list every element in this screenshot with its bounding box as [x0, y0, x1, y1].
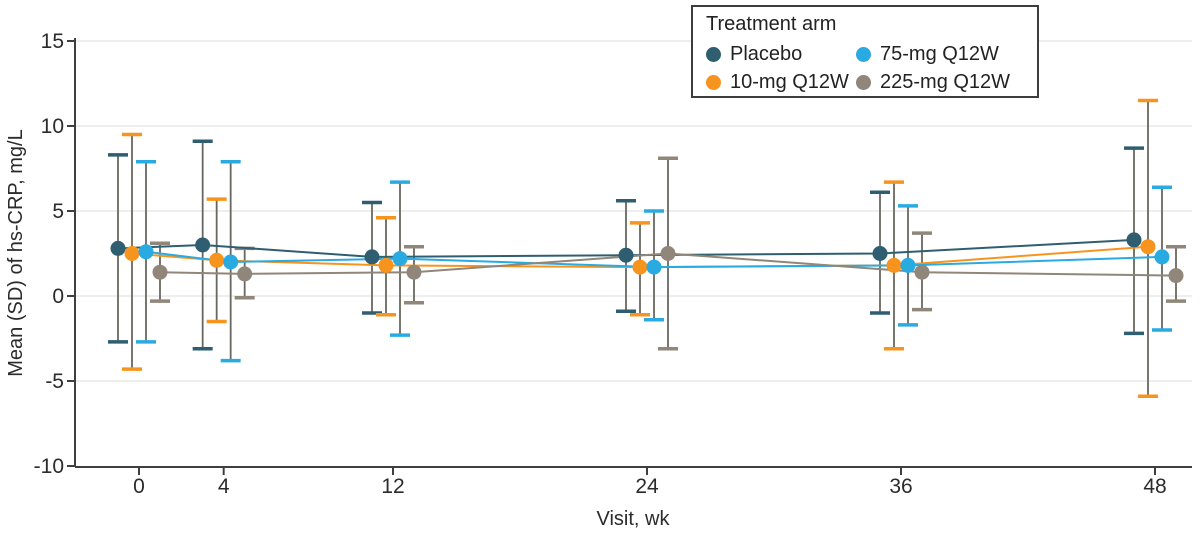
y-tick-label: 10 — [41, 115, 64, 138]
data-point — [406, 264, 422, 280]
data-point — [392, 251, 408, 267]
data-point — [632, 259, 648, 275]
legend-swatch-icon — [856, 74, 871, 90]
series-line — [117, 238, 1135, 258]
legend-swatch-icon — [706, 46, 721, 62]
data-point — [646, 259, 662, 275]
x-tick-label: 0 — [133, 475, 145, 498]
data-point — [1140, 239, 1156, 255]
data-point — [1168, 268, 1184, 284]
data-point — [1126, 232, 1142, 248]
legend-title: Treatment arm — [706, 13, 837, 35]
data-point — [914, 264, 930, 280]
legend: Treatment arm Placebo 10-mg Q12W 75-mg Q12… — [691, 5, 1039, 98]
axis-layer — [67, 38, 1192, 475]
data-point — [237, 266, 253, 282]
y-tick-label: 0 — [52, 285, 64, 308]
data-point — [209, 252, 225, 268]
legend-item-225-mg-q12w: 225-mg Q12W — [856, 72, 1037, 92]
x-tick-label: 12 — [381, 475, 404, 498]
x-tick-label: 36 — [889, 475, 912, 498]
data-point — [223, 254, 239, 270]
data-point — [660, 246, 676, 261]
x-tick-label: 24 — [635, 475, 659, 498]
legend-items: Placebo 10-mg Q12W 75-mg Q12W 225-mg Q12W — [706, 40, 1037, 96]
legend-item-label: 75-mg Q12W — [880, 43, 999, 65]
data-point — [900, 257, 916, 273]
data-point — [1154, 249, 1170, 265]
data-point-layer — [110, 232, 1184, 284]
x-tick-label: 4 — [218, 475, 230, 498]
legend-item-label: 10-mg Q12W — [730, 71, 849, 93]
data-point — [886, 257, 902, 273]
x-axis-title: Visit, wk — [597, 508, 671, 530]
grid-layer — [76, 40, 1192, 382]
legend-item-10-mg-q12w: 10-mg Q12W — [706, 72, 856, 92]
y-tick-label: -10 — [34, 455, 64, 478]
error-bar-layer — [108, 98, 1186, 399]
y-axis-title: Mean (SD) of hs-CRP, mg/L — [5, 129, 27, 377]
data-point — [378, 257, 394, 273]
legend-item-placebo: Placebo — [706, 44, 856, 64]
data-point — [618, 247, 634, 263]
legend-swatch-icon — [856, 46, 871, 62]
legend-item-label: Placebo — [730, 43, 803, 65]
y-tick-label: -5 — [45, 370, 64, 393]
data-point — [138, 244, 154, 260]
data-point — [110, 240, 126, 256]
y-tick-label: 15 — [41, 30, 64, 53]
legend-swatch-icon — [706, 74, 721, 90]
series-line-layer — [117, 238, 1177, 277]
legend-item-75-mg-q12w: 75-mg Q12W — [856, 44, 1037, 64]
y-tick-label: 5 — [52, 200, 64, 223]
data-point — [364, 249, 380, 265]
x-tick-label: 48 — [1143, 475, 1166, 498]
legend-item-label: 225-mg Q12W — [880, 71, 1011, 93]
data-point — [124, 246, 140, 261]
data-point — [152, 264, 168, 280]
data-point — [872, 246, 888, 261]
data-point — [195, 237, 211, 253]
tick-label-layer: -10 -5 0 5 10 15 0 4 12 24 36 48 — [34, 30, 1167, 498]
series-line — [159, 252, 1177, 277]
